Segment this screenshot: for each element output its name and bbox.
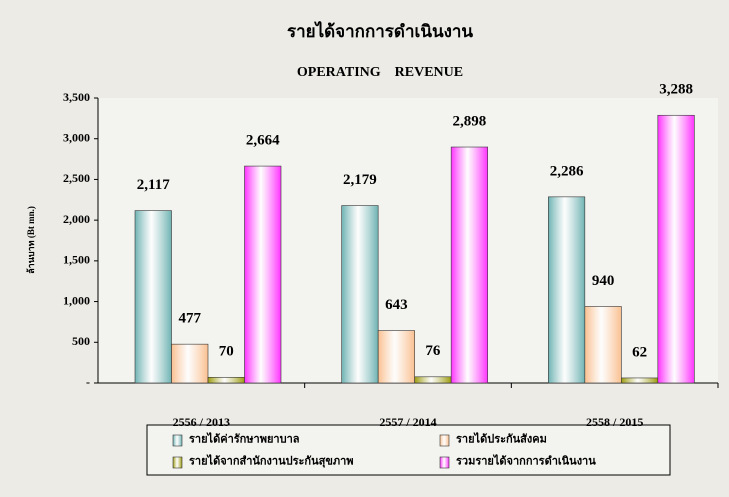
value-label: 3,288: [659, 82, 693, 98]
bar: [548, 196, 586, 384]
bar: [450, 146, 488, 384]
bar: [621, 377, 659, 384]
legend-label: รายได้ประกันสังคม: [456, 432, 547, 446]
bar: [244, 165, 282, 384]
value-label: 2,664: [246, 133, 280, 149]
bar: [377, 330, 415, 384]
y-tick-label: 500: [72, 334, 90, 348]
legend-label: รายได้ค่ารักษาพยาบาล: [189, 432, 300, 446]
value-label: 76: [425, 343, 441, 359]
value-label: 643: [385, 297, 408, 313]
bar: [134, 210, 172, 384]
value-label: 2,286: [550, 163, 584, 179]
y-tick-label: 3,000: [63, 130, 90, 144]
bar: [584, 306, 622, 384]
bar: [207, 376, 245, 384]
value-label: 70: [219, 344, 234, 360]
value-label: 477: [179, 311, 202, 327]
legend-swatch: [172, 434, 183, 447]
chart-title: รายได้จากการดำเนินงาน: [287, 21, 473, 41]
y-tick-label: 1,000: [63, 293, 90, 307]
value-label: 2,117: [137, 177, 170, 193]
legend: [146, 424, 671, 476]
legend-swatch: [439, 456, 450, 469]
bar: [657, 114, 695, 384]
y-axis-label: ล้านบาท (Bt mn.): [26, 206, 36, 274]
legend-swatch: [172, 456, 183, 469]
value-label: 2,898: [453, 113, 487, 129]
y-tick-label: 3,500: [63, 90, 90, 104]
bar: [414, 376, 452, 384]
x-tick-label: 2557 / 2014: [379, 415, 436, 429]
y-tick-label: 2,500: [63, 171, 90, 185]
value-label: 940: [592, 273, 615, 289]
y-tick-label: 2,000: [63, 212, 90, 226]
legend-label: รวมรายได้จากการดำเนินงาน: [456, 454, 596, 468]
y-tick-label: -: [86, 375, 90, 389]
bar: [341, 205, 379, 384]
x-tick-label: 2556 / 2013: [173, 415, 230, 429]
bar: [171, 343, 209, 384]
x-tick-label: 2558 / 2015: [586, 415, 643, 429]
value-label: 2,179: [343, 172, 377, 188]
legend-swatch: [439, 434, 450, 447]
y-tick-label: 1,500: [63, 253, 90, 267]
chart-subtitle: OPERATING REVENUE: [297, 65, 463, 80]
legend-label: รายได้จากสำนักงานประกันสุขภาพ: [189, 454, 354, 469]
value-label: 62: [632, 344, 647, 360]
